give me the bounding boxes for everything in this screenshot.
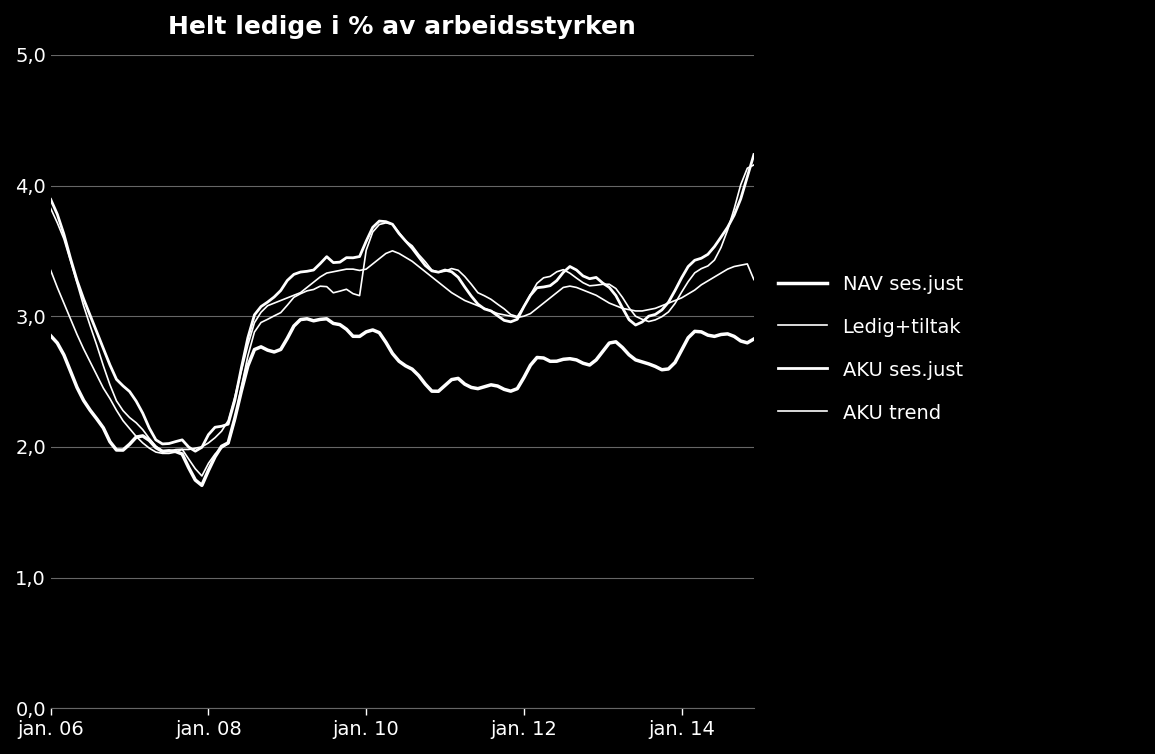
Title: Helt ledige i % av arbeidsstyrken: Helt ledige i % av arbeidsstyrken: [169, 15, 636, 39]
Legend: NAV ses.just, Ledig+tiltak, AKU ses.just, AKU trend: NAV ses.just, Ledig+tiltak, AKU ses.just…: [770, 268, 970, 431]
